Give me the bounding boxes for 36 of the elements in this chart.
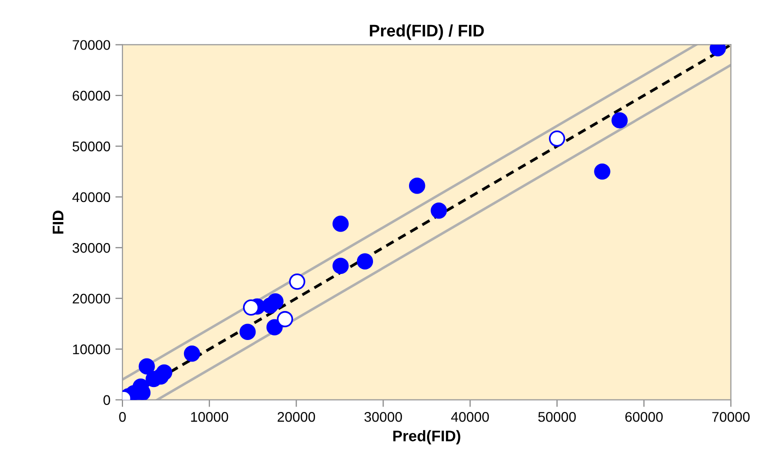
y-tick-label: 50000 bbox=[72, 142, 110, 152]
point bbox=[408, 178, 426, 194]
y-tick-label: 20000 bbox=[72, 294, 110, 304]
y-tick-label: 10000 bbox=[73, 344, 110, 354]
y-axis-title: FID bbox=[52, 210, 64, 234]
point bbox=[430, 202, 447, 219]
x-tick-label: 50000 bbox=[538, 412, 576, 422]
x-tick-label: 0 bbox=[119, 412, 126, 422]
point bbox=[332, 216, 349, 232]
y-tick-label: 30000 bbox=[72, 242, 110, 253]
x-tick-label: 20000 bbox=[278, 412, 316, 422]
x-tick-label: 40000 bbox=[451, 412, 489, 422]
x-tick-label: 60000 bbox=[625, 412, 663, 422]
y-tick-label: 0 bbox=[103, 395, 110, 405]
y-tick-label: 40000 bbox=[72, 192, 110, 202]
chart-title: Pred(FID) / FID bbox=[370, 24, 484, 40]
point bbox=[240, 324, 256, 340]
point bbox=[594, 163, 610, 180]
y-tick-label: 70000 bbox=[72, 40, 110, 50]
point bbox=[262, 297, 278, 314]
point bbox=[242, 299, 260, 316]
x-tick-label: 70000 bbox=[712, 412, 750, 422]
point bbox=[289, 274, 306, 290]
point bbox=[611, 112, 628, 128]
point bbox=[266, 319, 283, 336]
point bbox=[138, 358, 155, 374]
x-tick-label: 30000 bbox=[364, 412, 402, 422]
point bbox=[548, 130, 566, 147]
x-axis-title: Pred(FID) bbox=[393, 430, 460, 444]
x-tick-label: 10000 bbox=[191, 412, 228, 422]
point bbox=[332, 258, 349, 274]
point bbox=[152, 368, 169, 385]
point bbox=[356, 253, 374, 270]
point bbox=[184, 346, 200, 362]
point bbox=[276, 311, 294, 328]
y-tick-label: 60000 bbox=[72, 90, 110, 101]
